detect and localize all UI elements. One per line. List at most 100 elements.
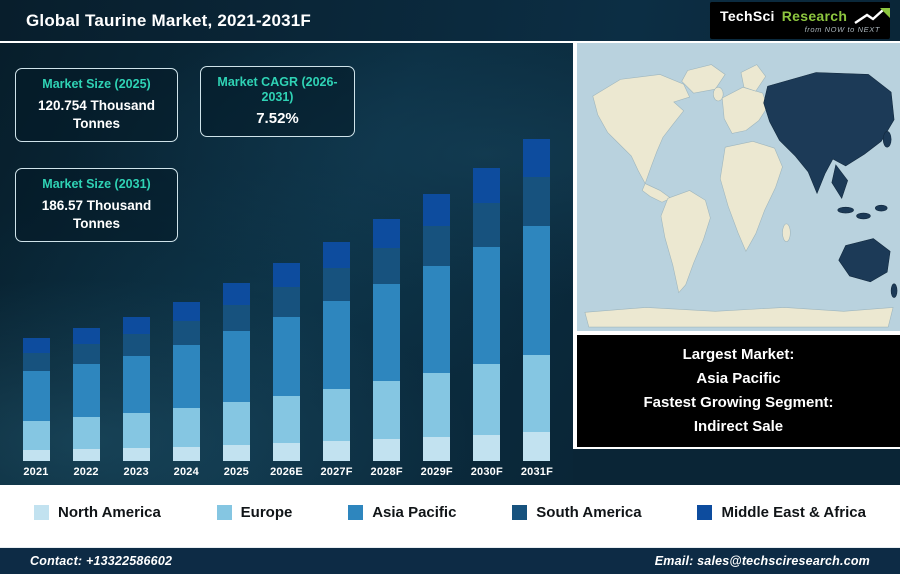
- legend-label: Europe: [240, 503, 293, 521]
- x-axis-label: 2026E: [270, 466, 303, 478]
- bar-column: 2031F: [513, 138, 561, 479]
- bar-column: 2028F: [363, 219, 411, 479]
- landmass-central-america: [641, 183, 672, 203]
- bar-segment-middle-east-africa: [272, 263, 300, 288]
- bar-segment-north-america: [122, 448, 150, 461]
- bar-segment-asia-pacific: [272, 316, 300, 396]
- stacked-bar-chart: 2021 2022 2023 2024 2025 2026E 2027F 2028F 2029F…: [8, 115, 565, 479]
- bar-column: 2030F: [463, 167, 511, 479]
- bar-segment-asia-pacific: [473, 246, 501, 365]
- x-axis-label: 2024: [173, 466, 199, 478]
- bar-segment-south-america: [72, 344, 100, 365]
- bar-segment-europe: [473, 364, 501, 435]
- x-axis-label: 2023: [123, 466, 149, 478]
- stat-box-market-size-2031: Market Size (2031) 186.57 Thousand Tonne…: [15, 168, 178, 242]
- x-axis-label: 2029F: [420, 466, 453, 478]
- legend-swatch: [697, 504, 713, 520]
- world-map: [573, 43, 900, 335]
- brand-logo-row: TechSci Research: [720, 7, 891, 24]
- world-map-svg: [577, 43, 900, 331]
- bar-segment-north-america: [473, 434, 501, 461]
- bar-segment-asia-pacific: [323, 301, 351, 389]
- contact-phone: Contact: +13322586602: [30, 554, 173, 568]
- legend-swatch: [34, 504, 49, 520]
- bar-segment-asia-pacific: [523, 225, 551, 355]
- bar-column: 2024: [162, 301, 210, 479]
- bar-segment-middle-east-africa: [72, 328, 100, 345]
- brand-logo: TechSci Research from NOW to NEXT: [710, 2, 891, 39]
- stat-label: Market Size (2031): [42, 177, 151, 191]
- bar-stack-2027F: [323, 241, 351, 461]
- bar-segment-middle-east-africa: [222, 283, 250, 305]
- stat-value: 186.57 Thousand Tonnes: [41, 198, 152, 231]
- bar-segment-asia-pacific: [172, 344, 200, 409]
- market-highlights-panel: Largest Market: Asia Pacific Fastest Gro…: [573, 335, 900, 449]
- bar-segment-europe: [72, 417, 100, 450]
- bar-segment-asia-pacific: [222, 331, 250, 403]
- legend-item: Asia Pacific: [348, 504, 456, 521]
- fastest-segment-label: Fastest Growing Segment:: [643, 394, 834, 411]
- footer: Contact: +13322586602 Email: sales@techs…: [0, 547, 900, 574]
- bar-segment-north-america: [323, 441, 351, 461]
- bar-column: 2023: [112, 316, 160, 479]
- growth-arrow-icon: [854, 7, 891, 24]
- bar-segment-middle-east-africa: [22, 338, 50, 353]
- bar-column: 2025: [212, 283, 260, 479]
- bar-segment-north-america: [222, 445, 250, 461]
- bar-segment-middle-east-africa: [523, 138, 551, 178]
- bar-segment-north-america: [272, 443, 300, 461]
- page-title: Global Taurine Market, 2021-2031F: [26, 10, 312, 30]
- x-axis-label: 2025: [223, 466, 250, 478]
- legend-label: Asia Pacific: [372, 503, 457, 521]
- landmass-japan: [882, 131, 892, 148]
- bar-segment-north-america: [423, 437, 451, 461]
- bar-column: 2026E: [262, 263, 310, 479]
- x-axis-label: 2022: [73, 466, 99, 478]
- landmass-antarctica: [584, 307, 894, 328]
- bar-segment-south-america: [523, 177, 551, 226]
- bar-stack-2026E: [272, 263, 300, 461]
- bar-segment-south-america: [373, 248, 401, 285]
- bar-segment-asia-pacific: [122, 355, 150, 414]
- landmass-southeast-asia: [831, 164, 848, 199]
- bar-stack-2028F: [373, 219, 401, 461]
- x-axis-label: 2031F: [520, 466, 554, 478]
- landmass-madagascar: [782, 223, 791, 242]
- stat-value: 7.52%: [256, 110, 299, 127]
- bar-segment-europe: [523, 354, 551, 432]
- bar-stack-2021: [22, 338, 50, 461]
- bar-column: 2022: [62, 328, 110, 479]
- landmass-scandinavia: [740, 64, 767, 92]
- bar-segment-europe: [272, 395, 300, 444]
- x-axis-label: 2021: [23, 466, 49, 478]
- bar-segment-south-america: [122, 334, 150, 356]
- stat-label: Market Size (2025): [42, 77, 151, 91]
- bar-segment-middle-east-africa: [172, 301, 200, 321]
- contact-email: Email: sales@techsciresearch.com: [654, 554, 870, 568]
- bar-segment-asia-pacific: [373, 284, 401, 382]
- brand-name-secondary: Research: [781, 7, 848, 24]
- bar-segment-middle-east-africa: [122, 316, 150, 335]
- content-row: Market Size (2025) 120.754 Thousand Tonn…: [0, 43, 900, 485]
- legend-swatch: [348, 504, 364, 520]
- bar-segment-middle-east-africa: [423, 194, 451, 227]
- bar-segment-europe: [122, 413, 150, 448]
- legend-label: North America: [58, 503, 161, 521]
- bar-segment-europe: [22, 420, 50, 450]
- stat-label: Market CAGR (2026-2031): [217, 75, 338, 104]
- fastest-segment-value: Indirect Sale: [693, 418, 784, 435]
- stat-box-market-cagr: Market CAGR (2026-2031) 7.52%: [200, 66, 355, 137]
- bar-column: 2021: [12, 338, 60, 479]
- x-axis-label: 2027F: [320, 466, 353, 478]
- bar-segment-europe: [373, 381, 401, 440]
- bar-segment-middle-east-africa: [373, 219, 401, 249]
- legend-swatch: [512, 504, 528, 520]
- bar-stack-2025: [222, 283, 250, 461]
- bar-column: 2029F: [413, 194, 461, 479]
- bar-segment-south-america: [22, 352, 50, 372]
- landmass-new-zealand: [890, 283, 898, 298]
- landmass-south-america: [660, 190, 711, 294]
- legend-item: North America: [34, 504, 161, 521]
- landmass-asia-highlighted: [763, 72, 895, 195]
